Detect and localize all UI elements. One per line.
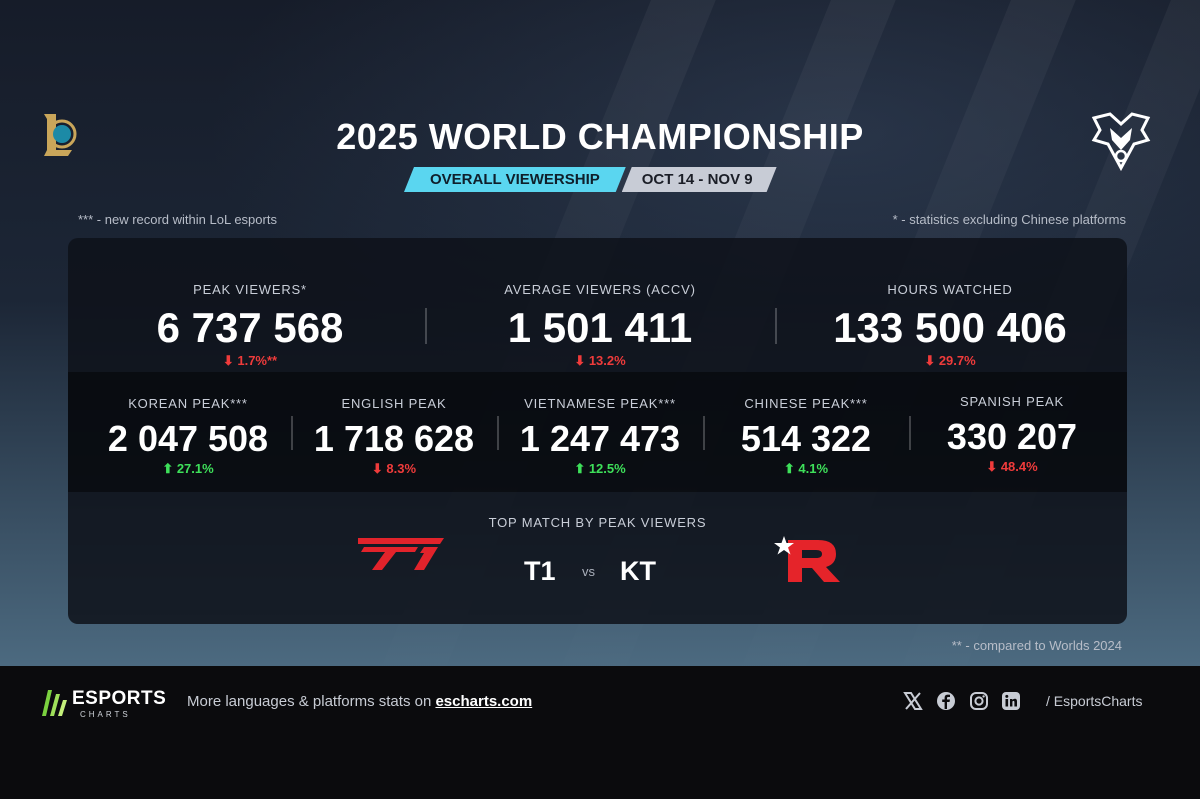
brand-name: ESPORTS	[72, 688, 167, 709]
stat-value: 2 047 508	[107, 418, 269, 459]
stat-change: ⬆ 4.1%	[783, 461, 829, 476]
subtitle-tags: OVERALL VIEWERSHIP OCT 14 - NOV 9	[404, 167, 777, 192]
stat-hours-watched: HOURS WATCHED 133 500 406 ⬇ 29.7%	[800, 282, 1100, 369]
stat-label: CHINESE PEAK***	[744, 396, 868, 411]
stat-change: ⬆ 27.1%	[162, 461, 214, 476]
stat-value: 1 718 628	[313, 418, 475, 459]
team2-name: KT	[620, 556, 656, 586]
stat-label: PEAK VIEWERS*	[193, 282, 307, 297]
stat-vietnamese-peak: VIETNAMESE PEAK*** 1 247 473 ⬆ 12.5%	[500, 396, 700, 477]
team1-name: T1	[524, 556, 556, 586]
stat-value: 1 501 411	[507, 304, 693, 351]
social-handle: / EsportsCharts	[1046, 693, 1143, 709]
divider	[909, 416, 911, 450]
x-icon[interactable]	[903, 691, 923, 711]
divider	[775, 308, 777, 344]
linkedin-icon[interactable]	[1001, 691, 1021, 711]
language-stats-row	[68, 372, 1127, 492]
tag-date-range: OCT 14 - NOV 9	[622, 167, 777, 192]
promo-label: More languages & platforms stats on	[187, 693, 436, 710]
kt-team-logo	[774, 536, 840, 582]
promo-text: More languages & platforms stats on esch…	[187, 693, 532, 710]
note-excluding-chinese: * - statistics excluding Chinese platfor…	[892, 212, 1126, 227]
stat-label: HOURS WATCHED	[887, 282, 1013, 297]
stat-label: KOREAN PEAK***	[128, 396, 248, 411]
footer	[0, 666, 1200, 799]
stat-value: 6 737 568	[156, 304, 344, 351]
stat-spanish-peak: SPANISH PEAK 330 207 ⬇ 48.4%	[912, 394, 1112, 475]
stat-peak-viewers: PEAK VIEWERS* 6 737 568 ⬇ 1.7%**	[100, 282, 400, 369]
tag-overall-viewership: OVERALL VIEWERSHIP	[404, 167, 626, 192]
stat-change: ⬆ 12.5%	[574, 461, 626, 476]
instagram-icon[interactable]	[969, 691, 989, 711]
note-compared-2024: ** - compared to Worlds 2024	[951, 638, 1122, 653]
stat-value: 330 207	[946, 416, 1078, 457]
divider	[291, 416, 293, 450]
top-match-label: TOP MATCH BY PEAK VIEWERS	[488, 515, 707, 530]
worlds-trophy-logo	[1091, 112, 1151, 172]
divider	[425, 308, 427, 344]
stat-value: 133 500 406	[833, 304, 1067, 351]
facebook-icon[interactable]	[936, 691, 956, 711]
note-new-record: *** - new record within LoL esports	[78, 212, 277, 227]
stat-change: ⬇ 1.7%**	[222, 353, 278, 368]
divider	[497, 416, 499, 450]
stat-label: ENGLISH PEAK	[341, 396, 447, 411]
stat-english-peak: ENGLISH PEAK 1 718 628 ⬇ 8.3%	[294, 396, 494, 477]
escharts-link[interactable]: escharts.com	[435, 693, 533, 710]
stat-change: ⬇ 29.7%	[924, 353, 976, 368]
stat-change: ⬇ 48.4%	[986, 459, 1038, 474]
divider	[703, 416, 705, 450]
stat-average-viewers: AVERAGE VIEWERS (ACCV) 1 501 411 ⬇ 13.2%	[450, 282, 750, 369]
stat-value: 1 247 473	[519, 418, 681, 459]
stat-korean-peak: KOREAN PEAK*** 2 047 508 ⬆ 27.1%	[88, 396, 288, 477]
stats-panel: PEAK VIEWERS* 6 737 568 ⬇ 1.7%** AVERAGE…	[68, 238, 1127, 624]
page-title: 2025 WORLD CHAMPIONSHIP	[336, 116, 864, 157]
stat-value: 514 322	[740, 418, 872, 459]
brand-subtitle: CHARTS	[80, 710, 131, 719]
esports-charts-logo-icon	[42, 690, 67, 716]
stat-change: ⬇ 13.2%	[574, 353, 626, 368]
stat-label: AVERAGE VIEWERS (ACCV)	[504, 282, 696, 297]
stat-label: VIETNAMESE PEAK***	[524, 396, 676, 411]
t1-team-logo	[358, 538, 444, 570]
stat-change: ⬇ 8.3%	[371, 461, 417, 476]
league-of-legends-logo	[44, 114, 77, 156]
stat-chinese-peak: CHINESE PEAK*** 514 322 ⬆ 4.1%	[706, 396, 906, 477]
stat-label: SPANISH PEAK	[959, 394, 1064, 409]
versus-label: vs	[582, 564, 595, 579]
